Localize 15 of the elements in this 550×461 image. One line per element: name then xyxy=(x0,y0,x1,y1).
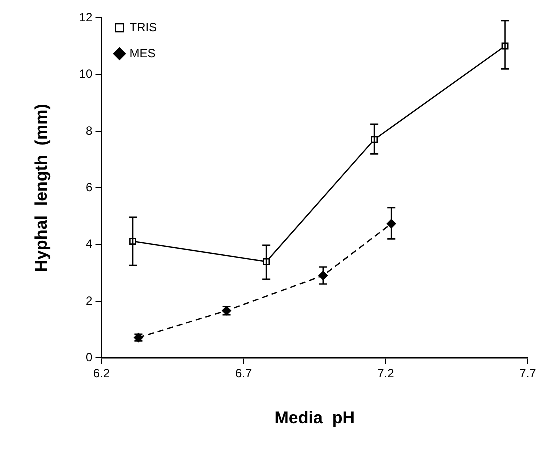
y-tick-label: 0 xyxy=(86,350,94,365)
x-tick-label: 6.2 xyxy=(93,366,110,381)
legend-label: MES xyxy=(130,46,156,60)
x-axis-title: Media pH xyxy=(274,408,356,428)
y-tick-label: 4 xyxy=(86,237,94,252)
y-tick-label: 2 xyxy=(86,294,94,308)
x-tick-label: 7.2 xyxy=(378,366,395,381)
y-axis-title: Hyphal length (mm) xyxy=(32,104,51,272)
x-tick-label: 6.7 xyxy=(235,366,252,381)
y-tick-label: 8 xyxy=(86,124,94,138)
x-tick-label: 7.7 xyxy=(520,366,537,381)
y-tick-label: 12 xyxy=(79,10,94,25)
y-tick-label: 10 xyxy=(79,67,94,82)
legend-label: TRIS xyxy=(130,20,158,34)
y-tick-label: 6 xyxy=(86,180,94,195)
